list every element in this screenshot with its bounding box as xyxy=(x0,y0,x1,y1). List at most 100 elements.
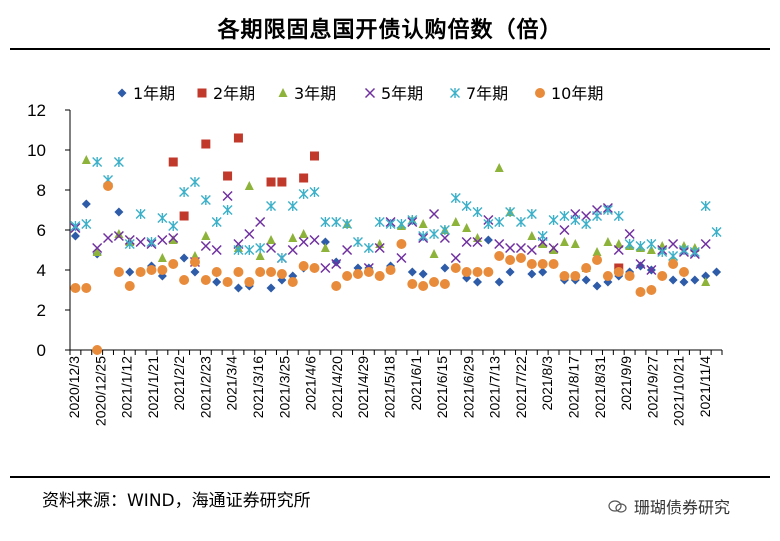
x-tick-label: 2021/4/20 xyxy=(329,356,345,418)
x-tick-label: 2020/12/3 xyxy=(66,356,82,418)
data-point xyxy=(614,239,624,248)
data-point xyxy=(287,201,298,211)
data-point xyxy=(548,215,559,225)
data-point xyxy=(636,261,645,271)
data-point xyxy=(690,275,700,285)
series-star xyxy=(70,157,722,263)
data-point xyxy=(407,215,418,225)
data-point xyxy=(201,231,211,240)
data-point xyxy=(385,265,396,275)
data-point xyxy=(450,252,461,264)
x-tick-label: 2021/4/6 xyxy=(303,356,319,411)
data-point xyxy=(233,245,244,255)
data-point xyxy=(711,227,722,237)
legend-label: 2年期 xyxy=(213,84,255,103)
data-point xyxy=(288,233,298,242)
data-point xyxy=(505,242,516,254)
data-point xyxy=(374,242,385,254)
data-point xyxy=(602,205,613,215)
data-point xyxy=(157,234,168,246)
data-point xyxy=(646,239,657,249)
data-point xyxy=(559,211,570,221)
data-point xyxy=(592,247,602,256)
data-point xyxy=(244,181,254,190)
data-point xyxy=(559,224,570,236)
data-point xyxy=(526,209,537,219)
data-point xyxy=(81,283,92,293)
data-point xyxy=(450,263,461,273)
data-point xyxy=(657,271,668,281)
x-tick-label: 2020/12/25 xyxy=(92,356,108,426)
data-point xyxy=(418,269,428,279)
data-point xyxy=(298,261,309,271)
data-point xyxy=(668,238,679,250)
data-point xyxy=(581,219,592,229)
data-point xyxy=(168,235,178,244)
x-tick-label: 2021/10/21 xyxy=(671,356,687,426)
data-point xyxy=(646,264,657,276)
data-point xyxy=(244,245,255,255)
data-point xyxy=(581,210,592,222)
data-point xyxy=(678,245,689,255)
data-point xyxy=(266,177,276,187)
data-point xyxy=(211,267,222,277)
data-point xyxy=(396,239,407,249)
data-point xyxy=(255,243,266,253)
data-point xyxy=(602,271,613,281)
data-point xyxy=(701,277,711,286)
data-point xyxy=(494,163,504,172)
legend-label: 1年期 xyxy=(133,84,175,103)
data-point xyxy=(103,232,114,244)
data-point xyxy=(570,215,581,225)
data-point xyxy=(429,208,440,220)
data-point xyxy=(472,207,483,217)
chart-legend: 1年期 2年期 3年期 5年期 7年期 10年期 xyxy=(117,84,603,103)
data-point xyxy=(668,275,678,285)
data-point xyxy=(515,242,526,254)
data-point xyxy=(124,239,135,249)
x-tick-label: 2021/9/9 xyxy=(618,356,634,411)
data-point xyxy=(255,267,266,277)
x-tick-label: 2021/7/13 xyxy=(487,356,503,418)
data-point xyxy=(266,235,276,244)
data-point xyxy=(135,209,146,219)
data-point xyxy=(712,267,722,277)
data-point xyxy=(189,177,200,187)
data-point xyxy=(483,219,494,229)
data-point xyxy=(700,238,711,250)
data-point xyxy=(624,271,635,281)
watermark-text: 珊瑚债券研究 xyxy=(634,498,731,517)
x-tick-label: 2021/6/1 xyxy=(408,356,424,411)
data-point xyxy=(592,281,602,291)
data-point xyxy=(331,281,342,291)
data-point xyxy=(494,238,505,250)
data-point xyxy=(646,245,656,254)
data-point xyxy=(429,277,440,287)
data-point xyxy=(320,262,331,274)
x-tick-label: 2021/11/4 xyxy=(697,356,713,417)
data-point xyxy=(374,217,385,227)
data-point xyxy=(494,277,504,287)
data-point xyxy=(581,263,592,273)
data-point xyxy=(374,271,385,281)
y-axis: 0 2 4 6 8 10 12 xyxy=(27,101,71,360)
watermark: 珊瑚债券研究 xyxy=(608,494,730,518)
legend-marker xyxy=(364,87,376,99)
data-point xyxy=(613,244,624,256)
data-point xyxy=(635,241,646,251)
legend-label: 5年期 xyxy=(381,84,423,103)
data-point xyxy=(538,239,548,248)
data-point xyxy=(505,267,515,277)
legend-item: 5年期 xyxy=(364,84,423,103)
data-point xyxy=(526,244,537,256)
data-point xyxy=(678,267,689,277)
legend-marker xyxy=(117,88,127,98)
data-point xyxy=(352,269,363,279)
data-point xyxy=(92,247,102,256)
data-point xyxy=(342,271,353,281)
data-point xyxy=(70,231,80,241)
data-point xyxy=(439,279,450,289)
data-point xyxy=(255,251,265,260)
data-point xyxy=(527,231,537,240)
